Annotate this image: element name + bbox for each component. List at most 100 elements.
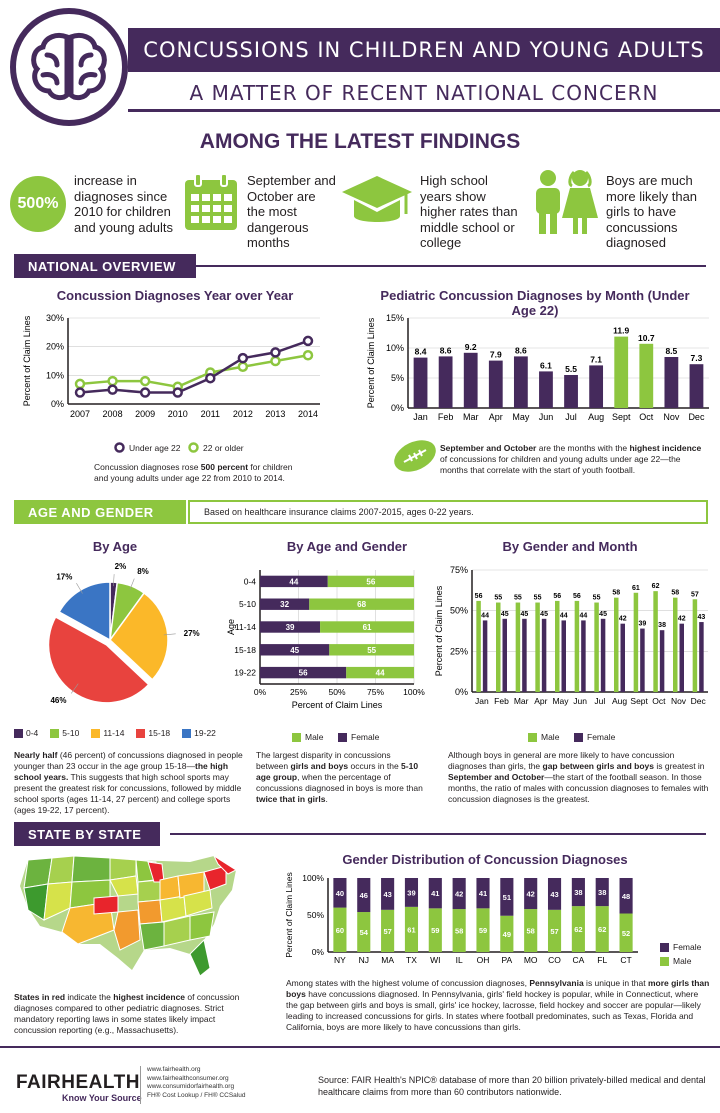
bar (589, 365, 604, 408)
gm-legend-male-label: Male (541, 732, 560, 742)
data-label: 48 (622, 892, 630, 901)
calendar-icon (183, 172, 239, 237)
pie-legend-swatch (91, 728, 101, 738)
bar-male (346, 666, 414, 679)
footer-link[interactable]: www.fairhealth.org (147, 1066, 201, 1073)
x-tick-label: 25% (290, 687, 307, 697)
x-tick-label: NJ (359, 955, 369, 965)
bar-male (320, 621, 414, 633)
pie-legend-item: 11-14 (91, 728, 124, 738)
footer-links: www.fairhealth.org www.fairhealthconsume… (147, 1066, 245, 1100)
x-tick-label: Mar (514, 696, 529, 706)
footer-link[interactable]: FH® Cost Lookup / FH® CCSalud (147, 1091, 246, 1099)
slice-label: 2% (115, 562, 127, 571)
month-chart-title: Pediatric Concussion Diagnoses by Month … (380, 288, 690, 318)
gm-note-t3: —the start of the football season. In th… (448, 772, 709, 804)
x-tick-label: May (512, 412, 530, 422)
x-tick-label: WI (430, 955, 440, 965)
data-label: 58 (612, 590, 620, 597)
x-tick-label: Aug (588, 412, 604, 422)
bar (515, 602, 521, 692)
x-tick-label: FL (597, 955, 607, 965)
age-pie-title: By Age (92, 539, 138, 554)
y-axis-label: Percent of Claim Lines (434, 585, 444, 676)
bar (614, 336, 629, 408)
st-note-t2: is unique in that (583, 978, 648, 988)
gender-month-bar-chart: Percent of Claim Lines 0% 25% 50% 75% 56 44 Jan… (434, 565, 708, 706)
finding-3-text: High school years show higher rates than… (420, 173, 518, 250)
data-point (237, 361, 249, 372)
bar (564, 375, 578, 408)
x-tick-label: IL (456, 955, 463, 965)
slice-label: 46% (50, 696, 66, 705)
bar (659, 630, 665, 692)
data-label: 45 (521, 611, 529, 618)
pie-legend-item: 5-10 (50, 728, 79, 738)
bar-male (327, 575, 414, 588)
bar-male (500, 915, 514, 952)
data-label: 44 (481, 612, 489, 619)
section-national-overview: NATIONAL OVERVIEW (14, 254, 196, 278)
bar (620, 623, 625, 692)
data-label: 9.2 (465, 342, 477, 352)
bar-male (547, 909, 562, 952)
ag-legend-male: Male (292, 732, 323, 742)
slice-label: 8% (137, 567, 149, 576)
data-label: 43 (550, 890, 558, 899)
pie-legend-item: 15-18 (136, 728, 170, 738)
pie-legend-label: 0-4 (26, 728, 39, 738)
data-label: 44 (289, 577, 298, 586)
y-tick-label: 15% (386, 313, 404, 323)
pie-legend-item: 19-22 (182, 728, 216, 738)
data-label: 52 (622, 929, 630, 938)
gm-legend-male: Male (528, 732, 559, 742)
gm-note-b1: gap between girls and boys (542, 761, 654, 771)
bar (581, 620, 586, 692)
x-tick-label: 2013 (265, 409, 285, 419)
bar-female (357, 878, 371, 913)
bar (522, 618, 527, 692)
x-tick-label: 2010 (168, 409, 188, 419)
st-swatch-male (660, 956, 669, 966)
bar-female (260, 621, 321, 633)
age-gender-chart-title: By Age and Gender (286, 539, 408, 554)
data-label: 62 (598, 925, 606, 934)
x-tick-label: 2011 (201, 409, 220, 419)
us-map-icon (14, 850, 244, 989)
pie-note-t1: (46 percent) of concussions diagnosed in… (14, 750, 243, 771)
page-title: CONCUSSIONS IN CHILDREN AND YOUNG ADULTS (128, 28, 720, 72)
x-tick-label: May (552, 696, 569, 706)
data-point (139, 387, 151, 398)
map-note-b2: highest incidence (113, 992, 186, 1002)
bar (653, 591, 658, 692)
data-label: 39 (286, 623, 295, 632)
age-pie-chart: 2% 8% 27% 46% 17% (47, 562, 200, 705)
bar (673, 597, 678, 692)
st-note-t1: Among states with the highest volume of … (286, 978, 530, 988)
data-label: 62 (574, 925, 582, 934)
x-tick-label: Jan (413, 412, 428, 422)
boy-girl-icon (530, 168, 600, 243)
x-tick-label: CA (572, 955, 584, 965)
footer-link[interactable]: www.consumidorfairhealth.org (147, 1083, 235, 1090)
bar-male (333, 907, 347, 952)
data-label: 5.5 (565, 364, 577, 374)
bar (699, 622, 704, 692)
data-label: 42 (678, 616, 686, 623)
y-tick-label: 25% (450, 646, 468, 656)
data-label: 55 (367, 646, 376, 655)
gm-swatch-female (574, 732, 583, 742)
bar (488, 360, 503, 408)
bar-female (619, 878, 633, 914)
x-tick-label: Oct (639, 412, 654, 422)
bar-female (260, 575, 328, 588)
data-label: 56 (475, 593, 483, 600)
y-tick-label: 19-22 (234, 668, 256, 678)
y-tick-label: 15-18 (234, 645, 256, 655)
section-state-by-state: STATE BY STATE (14, 822, 160, 846)
yoy-legend-22older: 22 or older (188, 442, 244, 453)
leader-line (70, 683, 79, 694)
data-point (302, 335, 314, 347)
footer-link[interactable]: www.fairhealthconsumer.org (147, 1074, 229, 1082)
st-legend-male-label: Male (673, 956, 692, 966)
